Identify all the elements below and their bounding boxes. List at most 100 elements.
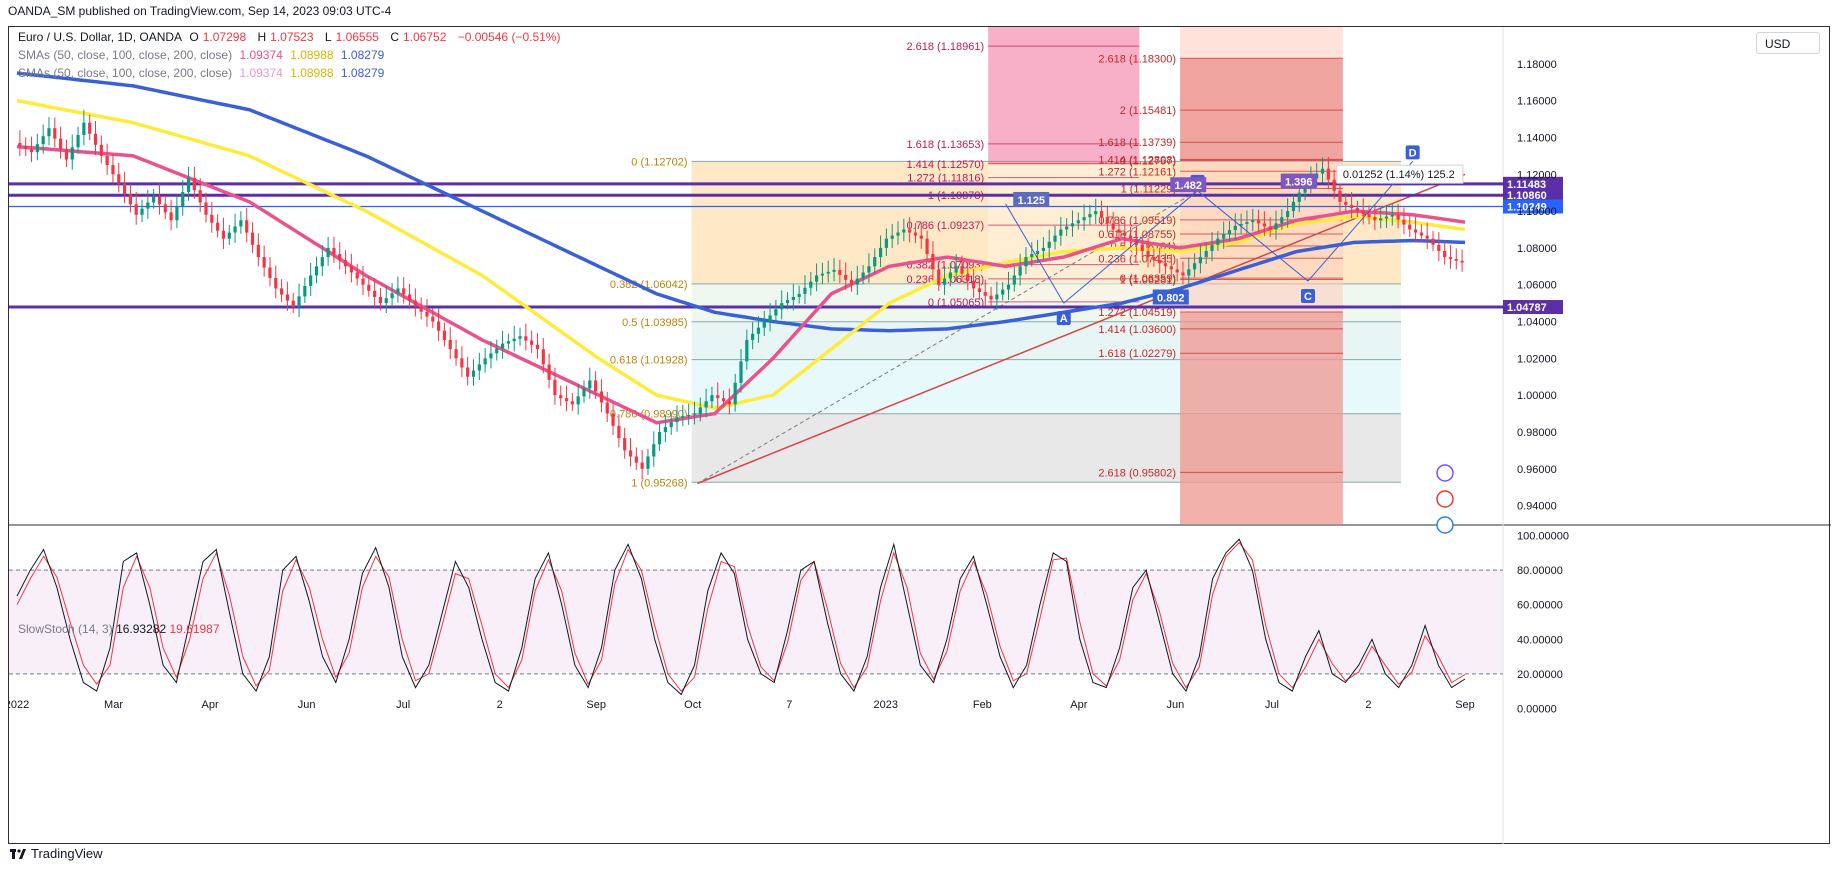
candle-body (361, 278, 365, 285)
time-axis-tick: Jun (1167, 699, 1185, 711)
candle-body (239, 220, 243, 227)
candle-body (675, 417, 679, 423)
sma-legend-2[interactable]: SMAs (50, close, 100, close, 200, close)… (18, 66, 388, 80)
fib-extension-label: 2.618 (1.18300) (1098, 53, 1176, 65)
candle-body (797, 293, 801, 297)
candle-body (1227, 230, 1232, 235)
candle-body (867, 266, 871, 273)
candle-body (221, 230, 226, 239)
price-tag (1503, 176, 1563, 191)
candle-body (681, 416, 685, 418)
time-axis-tick: Sep (586, 699, 606, 711)
candle-body (634, 456, 638, 463)
candle-body (739, 361, 743, 383)
chart-canvas[interactable]: 0 (1.12702)0.382 (1.06042)0.5 (1.03985)0… (9, 27, 1831, 845)
candle-body (169, 212, 173, 221)
time-axis-tick: Mar (104, 699, 123, 711)
candle-body (1419, 232, 1423, 236)
candle-body (1437, 244, 1441, 251)
candle-body (1280, 217, 1284, 224)
price-axis-tick: 0.98000 (1517, 427, 1557, 439)
candle-body (163, 204, 167, 213)
candle-body (506, 341, 510, 344)
harmonic-point-marker (1056, 311, 1071, 326)
change-value: −0.00546 (−0.51%) (457, 30, 561, 44)
time-axis-tick: Jun (298, 699, 316, 711)
sma200-value: 1.08279 (340, 66, 385, 80)
candle-body (925, 238, 929, 255)
candle-body (663, 427, 668, 432)
candle-body (314, 266, 319, 276)
candle-body (82, 122, 86, 135)
candle-body (1012, 275, 1016, 285)
candle-body (122, 183, 127, 194)
chart-frame[interactable]: 0 (1.12702) 0.382 (1.06042) 0.5 (1.03985) 0… (8, 26, 1831, 845)
candle-body (303, 285, 307, 297)
candle-body (297, 296, 301, 307)
candle-body (1053, 235, 1057, 242)
candle-body (396, 288, 400, 294)
candle-body (1065, 226, 1069, 230)
price-axis-tick: 1.18000 (1517, 59, 1557, 71)
candle-body (105, 155, 109, 166)
candle-body (1117, 229, 1121, 233)
tradingview-brand[interactable]: TradingView (10, 846, 103, 861)
candle-body (919, 235, 923, 239)
candle-body (146, 202, 150, 209)
candle-body (762, 321, 766, 328)
candle-body (117, 174, 121, 184)
harmonic-point-label: D (1409, 147, 1417, 159)
time-axis-tick: Feb (973, 699, 992, 711)
price-tag-label: 1.10249 (1507, 201, 1547, 213)
price-axis-tick: 1.00000 (1517, 390, 1557, 402)
flag-icon (1436, 490, 1454, 508)
candle-body (29, 149, 34, 153)
sma-legend-1[interactable]: SMAs (50, close, 100, close, 200, close)… (18, 48, 388, 62)
candle-body (1082, 217, 1086, 221)
candle-body (402, 288, 406, 295)
candle-body (477, 364, 481, 371)
candle-body (861, 272, 865, 279)
candle-body (320, 257, 324, 267)
stoch-legend[interactable]: SlowStoch (14, 3) 16.93282 19.61987 (18, 622, 220, 636)
currency-button[interactable]: USD (1756, 32, 1820, 54)
candle-body (966, 273, 970, 282)
candle-body (1059, 229, 1063, 236)
fib-extension-label: 0.786 (1.09519) (1098, 215, 1176, 227)
candle-body (1140, 244, 1144, 251)
harmonic-ratio-label: 1.125 (1017, 195, 1045, 207)
fib-extension-label: 0.382 (1.07093) (906, 260, 984, 272)
candle-body (471, 370, 476, 377)
stoch-label: SlowStoch (14, 3) (18, 622, 113, 636)
candle-body (204, 202, 208, 215)
candle-body (355, 272, 359, 279)
candle-body (489, 353, 493, 359)
candle-body (1018, 266, 1022, 276)
harmonic-ratio-label: 1.396 (1285, 177, 1313, 189)
candle-body (466, 367, 470, 377)
candle-body (1041, 247, 1045, 251)
price-axis-tick: 1.08000 (1517, 243, 1557, 255)
events-icon (1436, 516, 1454, 534)
candle-body (698, 407, 702, 414)
fib-retracement-label: 0 (1.12702) (631, 156, 687, 168)
candle-body (111, 165, 115, 175)
harmonic-point-marker (1405, 145, 1420, 160)
candle-body (483, 358, 487, 365)
candle-body (1373, 217, 1377, 221)
harmonic-point-marker (1300, 289, 1315, 304)
candle-body (349, 266, 353, 273)
price-axis-tick: 1.04000 (1517, 317, 1557, 329)
candle-body (890, 235, 894, 239)
candle-body (855, 278, 859, 285)
candle-body (256, 244, 260, 258)
stoch-axis-tick: 0.00000 (1517, 703, 1557, 715)
dashed-projection (697, 190, 1198, 484)
candle-body (233, 226, 237, 233)
candle-body (1367, 214, 1371, 218)
candle-body (88, 122, 92, 134)
candle-body (809, 281, 813, 288)
price-tag-label: 1.04787 (1507, 302, 1547, 314)
candle-body (1256, 220, 1261, 224)
harmonic-ratio-box (1280, 173, 1317, 189)
